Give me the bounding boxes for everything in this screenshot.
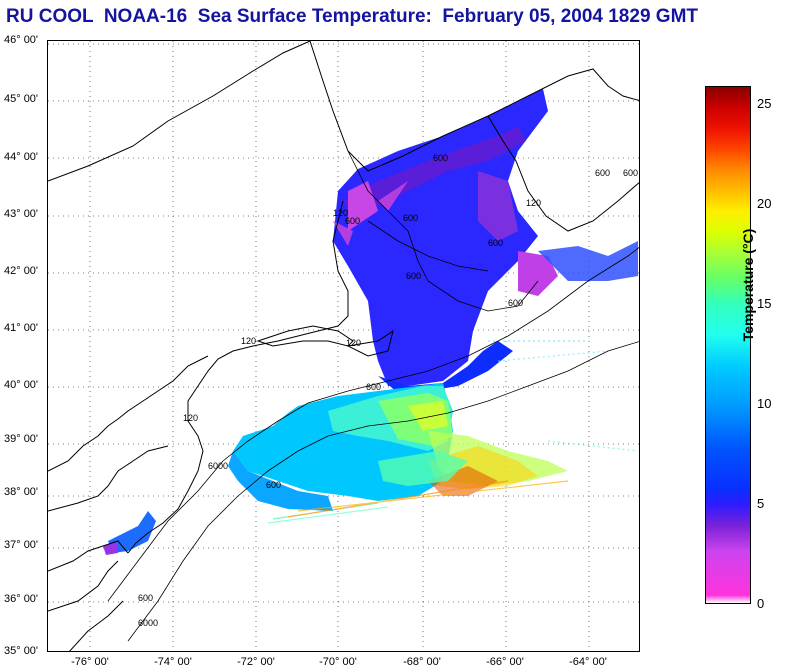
lat-label: 38° 00' bbox=[4, 486, 39, 498]
lon-label: -66° 00' bbox=[486, 656, 524, 668]
lon-label: -68° 00' bbox=[403, 656, 441, 668]
contour-label: 120 bbox=[241, 336, 256, 346]
contour-label: 600 bbox=[406, 271, 421, 281]
contour-label: 600 bbox=[488, 238, 503, 248]
lat-label: 36° 00' bbox=[4, 593, 39, 605]
contour-label: 600 bbox=[623, 168, 638, 178]
lat-label: 37° 00' bbox=[4, 539, 39, 551]
contour-label: 600 bbox=[403, 213, 418, 223]
colorbar-tick: 0 bbox=[757, 596, 765, 611]
lon-label: -76° 00' bbox=[71, 656, 109, 668]
sst-streaks bbox=[267, 340, 639, 524]
coastline bbox=[48, 41, 639, 651]
lat-label: 41° 00' bbox=[4, 322, 39, 334]
sst-map-canvas: 120 600 6000 120 600 6000 120 600 600 60… bbox=[48, 41, 639, 651]
lat-label: 35° 00' bbox=[4, 645, 39, 657]
contour-label: 600 bbox=[138, 593, 153, 603]
lon-label: -70° 00' bbox=[319, 656, 357, 668]
lat-label: 45° 00' bbox=[4, 93, 39, 105]
colorbar-tick: 25 bbox=[757, 96, 772, 111]
colorbar-tick: 15 bbox=[757, 296, 772, 311]
bathymetry-contours bbox=[107, 150, 639, 642]
colorbar-tick: 20 bbox=[757, 196, 772, 211]
lon-label: -74° 00' bbox=[154, 656, 192, 668]
colorbar-tick: 10 bbox=[757, 396, 772, 411]
lon-label: -64° 00' bbox=[569, 656, 607, 668]
lat-label: 40° 00' bbox=[4, 379, 39, 391]
colorbar-tick: 5 bbox=[757, 496, 765, 511]
contour-label: 120 bbox=[346, 338, 361, 348]
contour-labels: 120 600 6000 120 600 6000 120 600 600 60… bbox=[138, 153, 638, 628]
lat-label: 43° 00' bbox=[4, 208, 39, 220]
contour-label: 6000 bbox=[138, 618, 158, 628]
contour-label: 6000 bbox=[208, 461, 228, 471]
contour-label: 600 bbox=[366, 382, 381, 392]
temperature-colorbar bbox=[705, 86, 751, 604]
colorbar-label: Temperature (°C) bbox=[740, 228, 756, 342]
lat-label: 46° 00' bbox=[4, 34, 39, 46]
contour-label: 600 bbox=[345, 216, 360, 226]
contour-label: 120 bbox=[183, 413, 198, 423]
chart-title: RU COOL NOAA-16 Sea Surface Temperature:… bbox=[6, 6, 698, 27]
map-grid bbox=[48, 41, 639, 651]
sst-warm-patch bbox=[103, 383, 568, 555]
lat-label: 39° 00' bbox=[4, 433, 39, 445]
contour-label: 120 bbox=[526, 198, 541, 208]
contour-label: 600 bbox=[266, 480, 281, 490]
lat-label: 42° 00' bbox=[4, 265, 39, 277]
contour-label: 600 bbox=[595, 168, 610, 178]
contour-label: 600 bbox=[433, 153, 448, 163]
lon-label: -72° 00' bbox=[237, 656, 275, 668]
contour-label: 600 bbox=[508, 298, 523, 308]
contour-label: 120 bbox=[333, 208, 348, 218]
sst-map: 120 600 6000 120 600 6000 120 600 600 60… bbox=[47, 40, 640, 652]
lat-label: 44° 00' bbox=[4, 151, 39, 163]
